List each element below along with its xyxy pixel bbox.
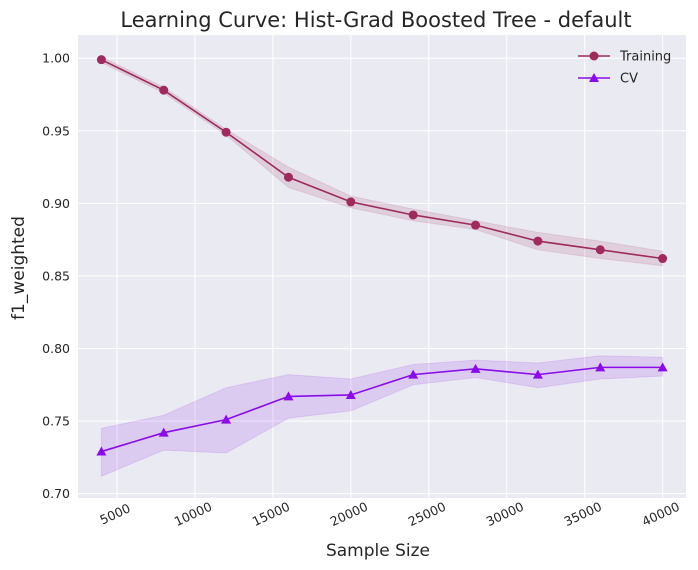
legend-training-marker [589,51,599,61]
x-tick-label: 15000 [250,499,292,529]
y-tick-label: 1.00 [42,51,70,66]
x-tick-label: 25000 [406,499,448,529]
cv-point [96,446,107,456]
series-markers [96,55,668,456]
training-confidence-band [100,55,664,267]
legend-cv-marker [589,73,599,82]
training-point [533,236,543,246]
training-point [221,127,231,137]
x-axis-label: Sample Size [326,541,430,561]
cv-point [657,362,668,372]
cv-point [158,427,169,437]
training-point [595,245,605,255]
x-tick-label: 20000 [328,499,370,529]
y-tick-label: 0.70 [42,486,70,501]
y-tick-label: 0.80 [42,341,70,356]
y-tick-label: 0.95 [42,123,70,138]
cv-point [595,362,606,372]
y-tick-labels: 0.70 0.75 0.80 0.85 0.90 0.95 1.00 [42,51,70,501]
training-point [658,254,668,264]
series-lines [101,58,663,453]
cv-point [345,389,356,399]
x-tick-label: 30000 [484,499,526,529]
cv-point [408,369,419,379]
y-tick-label: 0.75 [42,414,70,429]
confidence-bands [100,55,664,477]
cv-point [470,363,481,373]
training-point [96,55,106,65]
training-point [471,220,481,230]
cv-series-line [101,366,663,453]
training-point [159,85,169,95]
x-tick-label: 10000 [172,499,214,529]
y-gridlines [78,57,686,495]
training-series-line [101,58,663,260]
cv-point [283,391,294,401]
x-tick-label: 5000 [97,500,132,527]
legend-training-label: Training [619,50,671,65]
training-point [283,172,293,182]
cv-point [532,369,543,379]
cv-confidence-band [100,355,664,477]
training-point [346,197,356,207]
legend: Training CV [578,50,671,87]
x-tick-labels: 5000 10000 15000 20000 25000 30000 35000 40000 [97,499,681,529]
x-tick-label: 35000 [562,499,604,529]
legend-cv-label: CV [620,72,638,87]
y-tick-label: 0.90 [42,196,70,211]
chart-title: Learning Curve: Hist-Grad Boosted Tree -… [120,8,631,32]
cv-point [221,414,232,424]
x-tick-label: 40000 [640,499,682,529]
y-axis-label: f1_weighted [9,216,29,320]
training-point [408,210,418,220]
y-tick-label: 0.85 [42,268,70,283]
